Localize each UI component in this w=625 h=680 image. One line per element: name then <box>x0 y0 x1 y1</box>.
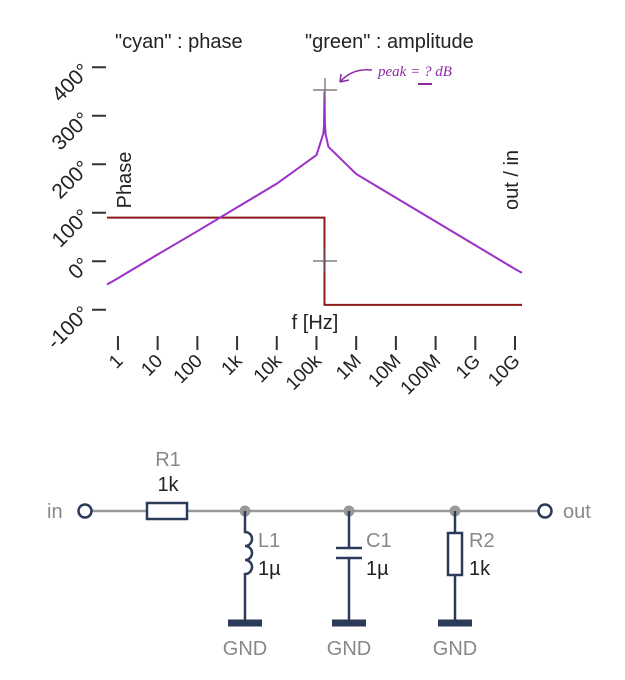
output-label: out <box>563 501 591 523</box>
ground-label: GND <box>433 638 477 660</box>
x-tick-label: 100 <box>170 351 207 388</box>
y-tick-label: 0° <box>64 253 94 283</box>
input-label: in <box>47 501 63 523</box>
series-line <box>106 91 523 286</box>
annotation-arrow <box>339 69 373 83</box>
x-tick-label: 1G <box>452 351 485 384</box>
x-tick-label: 1k <box>218 350 247 379</box>
legend-amplitude: "green" : amplitude <box>305 31 474 53</box>
component-name: R2 <box>469 530 495 552</box>
component-value: 1k <box>157 474 179 496</box>
terminal-in <box>77 503 93 519</box>
legend-phase: "cyan" : phase <box>115 31 243 53</box>
x-tick-label: 10 <box>137 351 167 381</box>
capacitor-c1 <box>336 511 362 622</box>
y-tick-label: -100° <box>43 302 95 354</box>
ground-label: GND <box>327 638 371 660</box>
y-tick-label: 400° <box>48 59 95 106</box>
component-value: 1k <box>469 558 491 580</box>
component-value: 1µ <box>366 558 389 580</box>
component-name: R1 <box>155 449 181 471</box>
y-tick-label: 200° <box>48 156 95 203</box>
y-tick-label: 300° <box>48 108 95 155</box>
x-tick-label: 1 <box>105 351 127 373</box>
resistor-r1 <box>145 501 189 521</box>
x-tick-label: 100k <box>282 350 326 394</box>
x-tick-label: 10G <box>484 351 524 391</box>
resistor-r2 <box>446 531 464 577</box>
ground-label: GND <box>223 638 267 660</box>
crosshair <box>313 78 337 273</box>
component-name: L1 <box>258 530 280 552</box>
y-label: Phase <box>114 152 136 209</box>
component-value: 1µ <box>258 558 281 580</box>
inductor-l1 <box>243 511 254 622</box>
circuit: in out R1 1k L1 1µ C1 1µ R2 1k GND GND G… <box>47 449 591 660</box>
annotation: peak = ? dB <box>377 64 452 80</box>
x-label: f [Hz] <box>292 312 339 334</box>
y-tick-label: 100° <box>48 205 95 252</box>
x-tick-label: 10k <box>250 350 287 387</box>
component-name: C1 <box>366 530 392 552</box>
x-tick-label: 100M <box>397 351 445 399</box>
y2-label: out / in <box>501 150 523 210</box>
terminal-out <box>537 503 553 519</box>
x-tick-label: 1M <box>332 351 366 385</box>
